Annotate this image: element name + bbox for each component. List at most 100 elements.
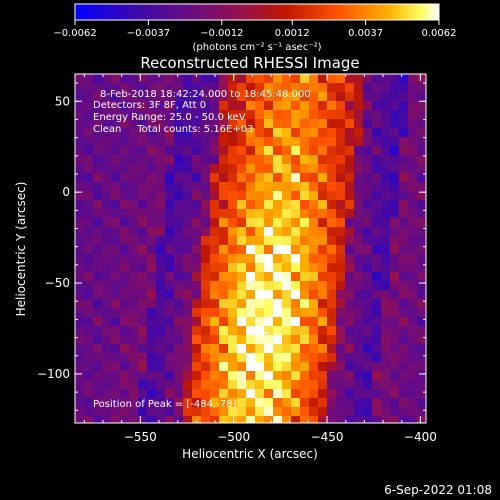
heatmap-cell	[237, 299, 247, 309]
heatmap-cell	[363, 326, 373, 336]
heatmap-cell	[399, 272, 409, 282]
heatmap-cell	[192, 191, 202, 201]
heatmap-cell	[237, 326, 247, 336]
heatmap-cell	[102, 308, 112, 318]
heatmap-cell	[183, 110, 193, 120]
heatmap-cell	[219, 74, 229, 84]
heatmap-cell	[318, 110, 328, 120]
heatmap-cell	[210, 146, 220, 156]
heatmap-cell	[309, 218, 319, 228]
heatmap-cell	[120, 254, 130, 264]
heatmap-cell	[354, 299, 364, 309]
colorbar-tick-label: 0.0037	[348, 28, 383, 39]
heatmap-cell	[111, 218, 121, 228]
heatmap-cell	[228, 83, 238, 93]
heatmap-cell	[354, 263, 364, 273]
heatmap-cell	[84, 83, 94, 93]
heatmap-cell	[138, 263, 148, 273]
heatmap-cell	[300, 92, 310, 102]
heatmap-cell	[102, 353, 112, 363]
heatmap-cell	[309, 173, 319, 183]
heatmap-cell	[246, 227, 256, 237]
heatmap-cell	[327, 371, 337, 381]
heatmap-cell	[228, 200, 238, 210]
heatmap-cell	[129, 218, 139, 228]
heatmap-cell	[309, 245, 319, 255]
heatmap-cell	[129, 290, 139, 300]
heatmap-cell	[336, 209, 346, 219]
heatmap-cell	[75, 263, 85, 273]
heatmap-cell	[354, 245, 364, 255]
heatmap-cell	[246, 110, 256, 120]
heatmap-cell	[291, 155, 301, 165]
heatmap-cell	[273, 200, 283, 210]
heatmap-cell	[102, 173, 112, 183]
heatmap-cell	[291, 191, 301, 201]
heatmap-cell	[372, 344, 382, 354]
heatmap-cell	[165, 353, 175, 363]
heatmap-cell	[147, 182, 157, 192]
heatmap-cell	[381, 344, 391, 354]
heatmap-cell	[228, 407, 238, 417]
heatmap-cell	[363, 254, 373, 264]
heatmap-cell	[138, 380, 148, 390]
y-tick-label: −100	[37, 367, 70, 381]
heatmap-cell	[300, 209, 310, 219]
heatmap-cell	[363, 164, 373, 174]
heatmap-cell	[129, 407, 139, 417]
heatmap-cell	[210, 272, 220, 282]
heatmap-cell	[120, 326, 130, 336]
heatmap-cell	[282, 353, 292, 363]
heatmap-cell	[183, 290, 193, 300]
heatmap-cell	[273, 191, 283, 201]
heatmap-cell	[147, 209, 157, 219]
heatmap-cell	[228, 110, 238, 120]
heatmap-cell	[75, 407, 85, 417]
heatmap-cell	[399, 308, 409, 318]
heatmap-cell	[309, 407, 319, 417]
heatmap-cell	[129, 335, 139, 345]
heatmap-cell	[417, 218, 426, 228]
heatmap-cell	[291, 380, 301, 390]
heatmap-cell	[183, 317, 193, 327]
heatmap-cell	[138, 407, 148, 417]
footer-date: 6-Sep-2022 01:08	[384, 483, 492, 497]
heatmap-cell	[111, 146, 121, 156]
heatmap-cell	[129, 362, 139, 372]
heatmap-cell	[201, 164, 211, 174]
heatmap-cell	[75, 245, 85, 255]
heatmap-cell	[255, 83, 265, 93]
heatmap-cell	[318, 398, 328, 408]
heatmap-cell	[417, 326, 426, 336]
heatmap-cell	[273, 110, 283, 120]
heatmap-cell	[363, 317, 373, 327]
heatmap-cell	[309, 335, 319, 345]
heatmap-cell	[408, 407, 418, 417]
heatmap-cell	[165, 362, 175, 372]
heatmap-cell	[381, 182, 391, 192]
heatmap-cell	[363, 380, 373, 390]
heatmap-cell	[156, 227, 166, 237]
heatmap-cell	[156, 164, 166, 174]
heatmap-cell	[237, 110, 247, 120]
heatmap-cell	[210, 344, 220, 354]
heatmap-cell	[309, 299, 319, 309]
heatmap-cell	[300, 191, 310, 201]
heatmap-cell	[282, 371, 292, 381]
heatmap-cell	[372, 281, 382, 291]
heatmap-cell	[282, 164, 292, 174]
heatmap-cell	[201, 254, 211, 264]
heatmap-cell	[417, 74, 426, 84]
heatmap-cell	[192, 182, 202, 192]
colorbar-tick-label: 0.0012	[275, 28, 310, 39]
heatmap-cell	[237, 218, 247, 228]
heatmap-cell	[165, 344, 175, 354]
heatmap-cell	[84, 245, 94, 255]
heatmap-cell	[192, 128, 202, 138]
heatmap-cell	[255, 371, 265, 381]
heatmap-cell	[327, 173, 337, 183]
heatmap-cell	[210, 101, 220, 111]
heatmap-cell	[165, 191, 175, 201]
heatmap-cell	[318, 155, 328, 165]
heatmap-cell	[75, 83, 85, 93]
